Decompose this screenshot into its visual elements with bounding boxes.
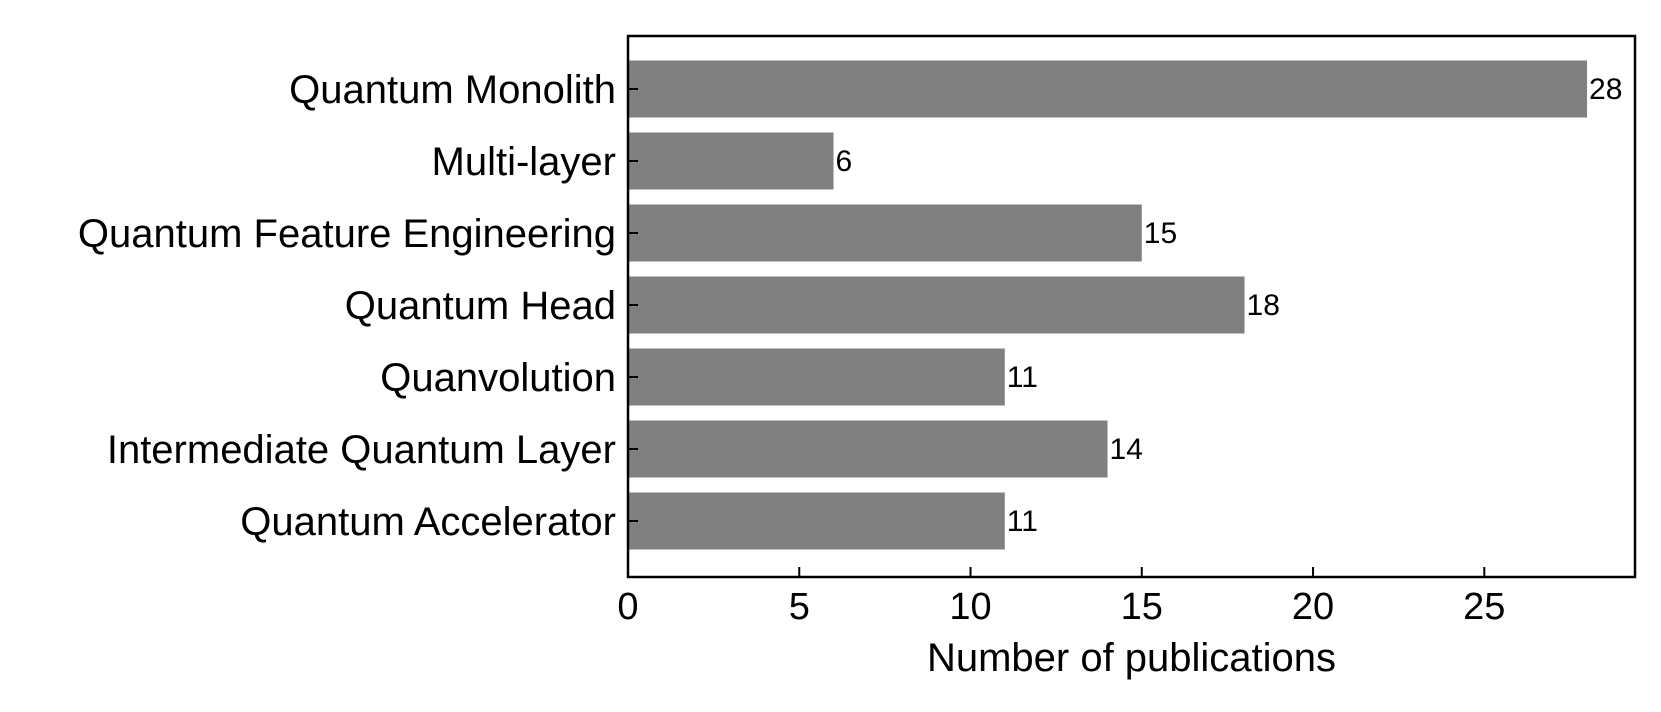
x-tick-label: 20 — [1292, 586, 1334, 628]
data-label: 11 — [1007, 361, 1038, 394]
data-label: 6 — [836, 145, 853, 178]
data-label: 15 — [1144, 217, 1177, 250]
plot-frame — [626, 34, 1637, 579]
x-tick-label: 25 — [1463, 586, 1505, 628]
x-tick-label: 10 — [949, 586, 991, 628]
data-labels-group: 28 6 15 18 11 14 11 — [836, 73, 1623, 538]
bar — [628, 204, 1142, 262]
bar — [628, 348, 1005, 406]
data-label: 11 — [1007, 505, 1038, 538]
category-label: Quantum Accelerator — [240, 500, 616, 544]
x-ticks-group: 0 5 10 15 20 25 — [617, 567, 1505, 628]
category-label: Quantum Head — [345, 284, 616, 328]
bars-group — [628, 60, 1588, 550]
category-label: Intermediate Quantum Layer — [107, 428, 616, 472]
x-tick-label: 0 — [617, 586, 638, 628]
bar — [628, 420, 1108, 478]
category-label: Quantum Feature Engineering — [78, 212, 616, 256]
x-axis-title: Number of publications — [927, 636, 1336, 680]
category-label: Quanvolution — [380, 356, 616, 400]
bar — [628, 60, 1588, 118]
data-label: 14 — [1110, 433, 1143, 466]
category-label: Quantum Monolith — [289, 68, 616, 112]
bar — [628, 492, 1005, 550]
x-tick-label: 5 — [789, 586, 810, 628]
data-label: 18 — [1247, 289, 1280, 322]
bar — [628, 132, 834, 190]
y-ticks-group — [628, 88, 638, 522]
category-label: Multi-layer — [432, 140, 616, 184]
x-tick-label: 15 — [1121, 586, 1163, 628]
data-label: 28 — [1589, 73, 1622, 106]
bar — [628, 276, 1245, 334]
category-labels-group: Quantum Monolith Multi-layer Quantum Featu… — [78, 68, 616, 544]
